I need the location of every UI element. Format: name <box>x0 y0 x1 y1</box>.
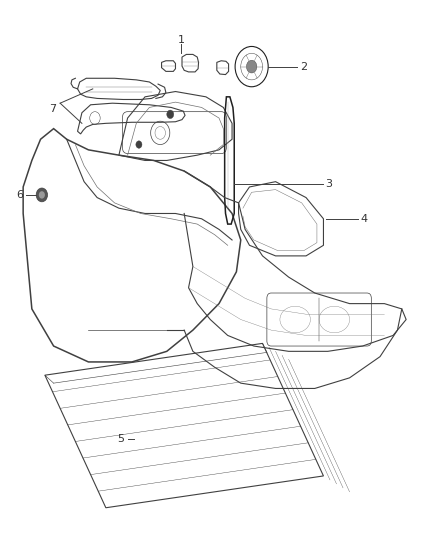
Text: 7: 7 <box>49 104 57 114</box>
Text: 6: 6 <box>17 190 24 200</box>
Text: 2: 2 <box>300 62 307 71</box>
Text: 5: 5 <box>117 434 124 444</box>
Circle shape <box>36 188 47 202</box>
Text: 1: 1 <box>178 35 185 45</box>
Circle shape <box>39 191 45 199</box>
Circle shape <box>167 110 174 118</box>
Circle shape <box>247 60 257 73</box>
Text: 3: 3 <box>325 179 332 189</box>
Text: 4: 4 <box>360 214 367 224</box>
Circle shape <box>136 141 142 148</box>
